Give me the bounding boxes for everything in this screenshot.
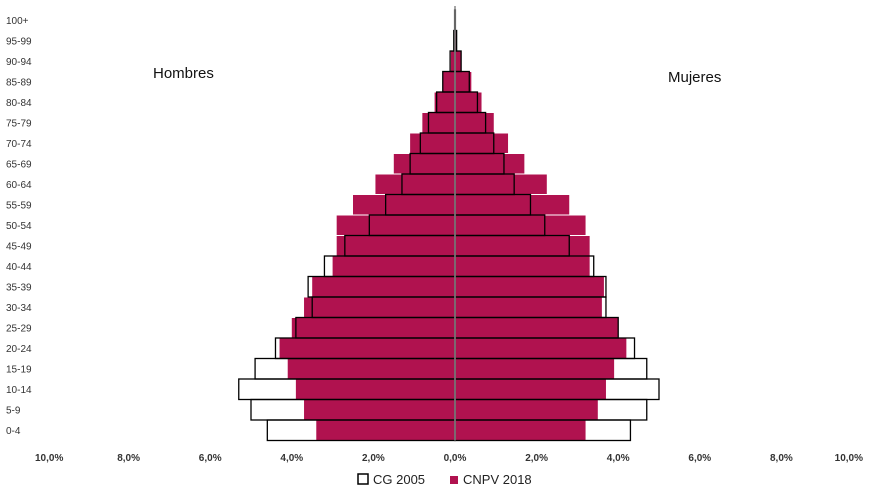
bar-cnpv2018-hombres-50-54 <box>336 215 455 235</box>
bar-cnpv2018-mujeres-60-64 <box>455 174 547 194</box>
legend-label-cnpv2018: CNPV 2018 <box>463 472 532 487</box>
bar-cnpv2018-hombres-45-49 <box>336 236 455 256</box>
bar-cnpv2018-hombres-65-69 <box>393 154 455 174</box>
age-label: 20-24 <box>6 344 32 355</box>
age-label: 30-34 <box>6 303 32 314</box>
bar-cnpv2018-hombres-55-59 <box>353 195 455 215</box>
bar-cnpv2018-hombres-30-34 <box>304 297 455 317</box>
bar-cnpv2018-hombres-70-74 <box>410 133 455 153</box>
age-label: 10-14 <box>6 385 32 396</box>
bar-cnpv2018-hombres-75-79 <box>422 113 455 133</box>
legend-label-cg2005: CG 2005 <box>373 472 425 487</box>
x-tick-label: 8,0% <box>770 453 793 464</box>
x-tick-label: 4,0% <box>280 453 303 464</box>
bar-cnpv2018-mujeres-65-69 <box>455 154 525 174</box>
age-label: 70-74 <box>6 139 32 150</box>
legend-swatch-cnpv2018 <box>450 476 458 484</box>
bar-cnpv2018-mujeres-45-49 <box>455 236 590 256</box>
age-label: 60-64 <box>6 180 32 191</box>
bar-cnpv2018-hombres-85-89 <box>442 72 455 92</box>
x-tick-label: 2,0% <box>525 453 548 464</box>
age-axis-labels: 0-4 5-9 10-14 15-19 20-24 25-29 30-34 35-39 40-4… <box>6 16 32 437</box>
age-label: 5-9 <box>6 405 21 416</box>
bar-cnpv2018-mujeres-0-4 <box>455 420 586 440</box>
x-tick-label: 2,0% <box>362 453 385 464</box>
bar-cnpv2018-mujeres-55-59 <box>455 195 570 215</box>
bar-cnpv2018-mujeres-30-34 <box>455 297 602 317</box>
age-label: 45-49 <box>6 241 32 252</box>
age-label: 90-94 <box>6 57 32 68</box>
x-axis-tick-labels: 10,0% 8,0% 6,0% 4,0% 2,0% 0,0% 2,0% 4,0% 6,0% 8,0… <box>35 453 863 464</box>
age-label: 50-54 <box>6 221 32 232</box>
legend: CG 2005 CNPV 2018 <box>357 472 532 487</box>
age-label: 65-69 <box>6 159 32 170</box>
bar-cnpv2018-hombres-25-29 <box>291 318 455 338</box>
bar-cnpv2018-hombres-15-19 <box>287 359 455 379</box>
x-tick-label: 0,0% <box>444 453 467 464</box>
legend-swatch-cg2005 <box>357 473 369 485</box>
x-tick-label: 4,0% <box>607 453 630 464</box>
bar-cnpv2018-mujeres-50-54 <box>455 215 586 235</box>
bar-cnpv2018-hombres-20-24 <box>279 338 455 358</box>
age-label: 25-29 <box>6 323 32 334</box>
age-label: 95-99 <box>6 36 32 47</box>
x-tick-label: 10,0% <box>35 453 63 464</box>
age-label: 0-4 <box>6 426 21 437</box>
x-tick-label: 6,0% <box>688 453 711 464</box>
age-label: 80-84 <box>6 98 32 109</box>
bar-cnpv2018-mujeres-15-19 <box>455 359 615 379</box>
mujeres-label: Mujeres <box>668 69 721 86</box>
bar-cnpv2018-hombres-0-4 <box>316 420 455 440</box>
bar-cnpv2018-mujeres-80-84 <box>455 92 482 112</box>
age-label: 55-59 <box>6 200 32 211</box>
x-tick-label: 10,0% <box>835 453 863 464</box>
age-label: 85-89 <box>6 77 32 88</box>
bar-cnpv2018-mujeres-90-94 <box>455 51 462 71</box>
bar-cnpv2018-mujeres-75-79 <box>455 113 494 133</box>
bar-cnpv2018-mujeres-5-9 <box>455 400 598 420</box>
age-label: 35-39 <box>6 282 32 293</box>
bar-cnpv2018-mujeres-25-29 <box>455 318 619 338</box>
bar-cnpv2018-hombres-60-64 <box>375 174 455 194</box>
bar-cnpv2018-hombres-80-84 <box>434 92 455 112</box>
age-label: 100+ <box>6 16 29 27</box>
age-label: 75-79 <box>6 118 32 129</box>
x-tick-label: 6,0% <box>199 453 222 464</box>
bar-cnpv2018-hombres-90-94 <box>450 51 455 71</box>
bar-cnpv2018-mujeres-35-39 <box>455 277 604 297</box>
bar-cnpv2018-mujeres-70-74 <box>455 133 509 153</box>
bar-cnpv2018-mujeres-10-14 <box>455 379 606 399</box>
x-tick-label: 8,0% <box>117 453 140 464</box>
bars-layer <box>279 10 627 440</box>
bar-cnpv2018-hombres-10-14 <box>295 379 455 399</box>
bar-cnpv2018-hombres-40-44 <box>332 256 455 276</box>
bar-cnpv2018-mujeres-20-24 <box>455 338 627 358</box>
hombres-label: Hombres <box>153 65 214 82</box>
age-label: 15-19 <box>6 364 32 375</box>
bar-cnpv2018-mujeres-85-89 <box>455 72 472 92</box>
bar-cnpv2018-mujeres-40-44 <box>455 256 590 276</box>
age-label: 40-44 <box>6 262 32 273</box>
bar-cnpv2018-hombres-35-39 <box>312 277 455 297</box>
bar-cnpv2018-hombres-5-9 <box>304 400 455 420</box>
